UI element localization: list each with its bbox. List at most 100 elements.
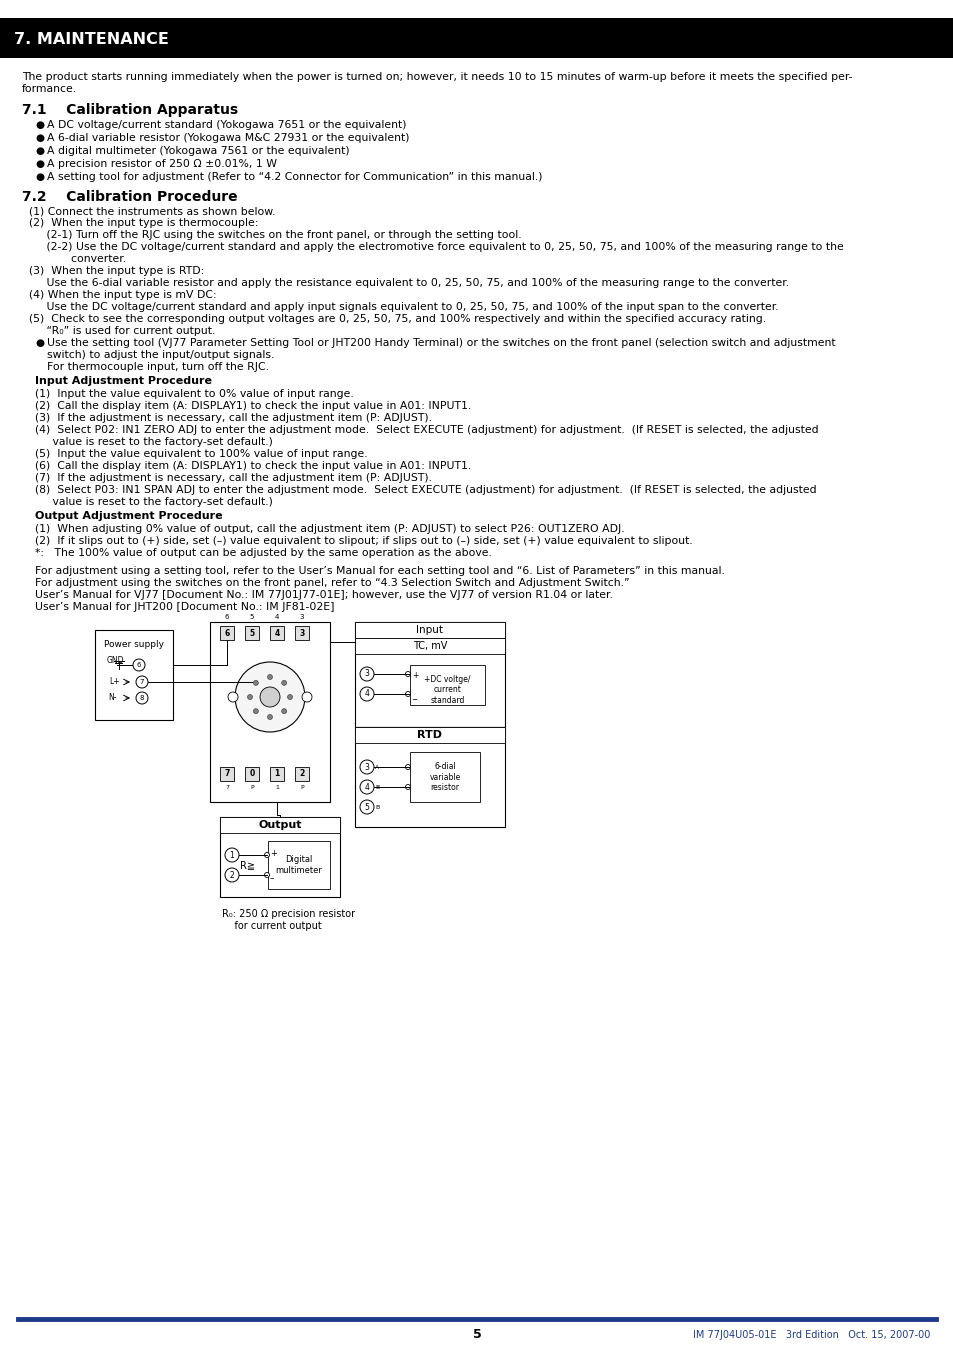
Text: (3)  When the input type is RTD:: (3) When the input type is RTD:: [22, 266, 204, 276]
Bar: [245, 626, 258, 640]
Text: value is reset to the factory-set default.): value is reset to the factory-set defaul…: [35, 497, 273, 507]
Text: A precision resistor of 250 Ω ±0.01%, 1 W: A precision resistor of 250 Ω ±0.01%, 1 …: [47, 159, 276, 169]
Text: Use the DC voltage/current standard and apply input signals equivalent to 0, 25,: Use the DC voltage/current standard and …: [22, 303, 778, 312]
Circle shape: [260, 688, 280, 707]
Text: R₀: 250 Ω precision resistor: R₀: 250 Ω precision resistor: [222, 909, 355, 919]
Text: (5)  Check to see the corresponding output voltages are 0, 25, 50, 75, and 100% : (5) Check to see the corresponding outpu…: [22, 313, 765, 324]
Text: N-: N-: [108, 693, 116, 703]
Text: (8)  Select P03: IN1 SPAN ADJ to enter the adjustment mode.  Select EXECUTE (adj: (8) Select P03: IN1 SPAN ADJ to enter th…: [35, 485, 816, 494]
Bar: [294, 767, 309, 781]
Text: 7: 7: [139, 680, 144, 685]
Circle shape: [359, 761, 374, 774]
Text: value is reset to the factory-set default.): value is reset to the factory-set defaul…: [35, 436, 273, 447]
Text: (7)  If the adjustment is necessary, call the adjustment item (P: ADJUST).: (7) If the adjustment is necessary, call…: [35, 473, 432, 484]
Bar: [410, 753, 479, 802]
Text: +: +: [412, 671, 418, 680]
Text: 2: 2: [230, 870, 234, 880]
Bar: [355, 621, 504, 638]
Text: ●: ●: [35, 172, 44, 182]
Text: –: –: [270, 874, 274, 884]
Text: (1) Connect the instruments as shown below.: (1) Connect the instruments as shown bel…: [22, 205, 275, 216]
Circle shape: [281, 681, 286, 685]
Text: Use the setting tool (VJ77 Parameter Setting Tool or JHT200 Handy Terminal) or t: Use the setting tool (VJ77 Parameter Set…: [47, 338, 835, 349]
Text: for current output: for current output: [222, 921, 321, 931]
Text: Power supply: Power supply: [104, 640, 164, 648]
Circle shape: [359, 667, 374, 681]
Circle shape: [247, 694, 253, 700]
Text: L+: L+: [109, 677, 119, 686]
Text: Output Adjustment Procedure: Output Adjustment Procedure: [35, 511, 222, 521]
Text: _: _: [412, 690, 416, 700]
Bar: [245, 767, 258, 781]
Circle shape: [405, 692, 410, 697]
Text: For adjustment using a setting tool, refer to the User’s Manual for each setting: For adjustment using a setting tool, ref…: [35, 566, 724, 576]
Bar: [410, 665, 484, 705]
Text: A digital multimeter (Yokogawa 7561 or the equivalent): A digital multimeter (Yokogawa 7561 or t…: [47, 146, 349, 155]
Text: 4: 4: [274, 628, 279, 638]
Bar: [355, 638, 504, 654]
Text: (4)  Select P02: IN1 ZERO ADJ to enter the adjustment mode.  Select EXECUTE (adj: (4) Select P02: IN1 ZERO ADJ to enter th…: [35, 426, 818, 435]
Circle shape: [287, 694, 293, 700]
Text: P: P: [250, 785, 253, 790]
Text: User’s Manual for JHT200 [Document No.: IM JF81-02E]: User’s Manual for JHT200 [Document No.: …: [35, 603, 335, 612]
Circle shape: [267, 715, 273, 720]
Text: 2: 2: [299, 770, 304, 778]
Text: (2)  If it slips out to (+) side, set (–) value equivalent to slipout; if slips : (2) If it slips out to (+) side, set (–)…: [35, 536, 692, 546]
Text: 5: 5: [250, 613, 253, 620]
Text: RTD: RTD: [417, 730, 442, 740]
Text: 6: 6: [225, 613, 229, 620]
Text: “R₀” is used for current output.: “R₀” is used for current output.: [22, 326, 215, 336]
Circle shape: [225, 848, 239, 862]
Circle shape: [405, 671, 410, 677]
Text: 5: 5: [472, 1328, 481, 1342]
Text: switch) to adjust the input/output signals.: switch) to adjust the input/output signa…: [47, 350, 274, 359]
Text: A: A: [375, 765, 379, 770]
Text: 1: 1: [274, 785, 278, 790]
Bar: [355, 727, 504, 827]
Text: 7: 7: [224, 770, 230, 778]
Text: 4: 4: [364, 782, 369, 792]
Circle shape: [281, 709, 286, 713]
Text: (2-2) Use the DC voltage/current standard and apply the electromotive force equi: (2-2) Use the DC voltage/current standar…: [22, 242, 842, 253]
Bar: [220, 626, 233, 640]
Text: (4) When the input type is mV DC:: (4) When the input type is mV DC:: [22, 290, 216, 300]
Text: ●: ●: [35, 132, 44, 143]
Circle shape: [132, 659, 145, 671]
Circle shape: [405, 785, 410, 789]
Circle shape: [267, 674, 273, 680]
Text: (5)  Input the value equivalent to 100% value of input range.: (5) Input the value equivalent to 100% v…: [35, 449, 367, 459]
Circle shape: [253, 681, 258, 685]
Bar: [220, 817, 339, 834]
Bar: [355, 727, 504, 743]
Bar: [270, 626, 284, 640]
Bar: [220, 817, 339, 897]
Text: ●: ●: [35, 120, 44, 130]
Text: 3: 3: [299, 628, 304, 638]
Circle shape: [359, 688, 374, 701]
Text: Input: Input: [416, 626, 443, 635]
Text: (3)  If the adjustment is necessary, call the adjustment item (P: ADJUST).: (3) If the adjustment is necessary, call…: [35, 413, 432, 423]
Text: +DC voltge/
current
standard: +DC voltge/ current standard: [424, 676, 470, 705]
Text: A DC voltage/current standard (Yokogawa 7651 or the equivalent): A DC voltage/current standard (Yokogawa …: [47, 120, 406, 130]
Text: 3: 3: [364, 762, 369, 771]
Text: 5: 5: [364, 802, 369, 812]
Text: 8: 8: [139, 694, 144, 701]
Text: (2)  When the input type is thermocouple:: (2) When the input type is thermocouple:: [22, 218, 258, 228]
Text: Use the 6-dial variable resistor and apply the resistance equivalent to 0, 25, 5: Use the 6-dial variable resistor and app…: [22, 278, 788, 288]
Bar: [270, 767, 284, 781]
Text: (2-1) Turn off the RJC using the switches on the front panel, or through the set: (2-1) Turn off the RJC using the switche…: [22, 230, 521, 240]
Text: A 6-dial variable resistor (Yokogawa M&C 27931 or the equivalent): A 6-dial variable resistor (Yokogawa M&C…: [47, 132, 409, 143]
Text: (1)  When adjusting 0% value of output, call the adjustment item (P: ADJUST) to : (1) When adjusting 0% value of output, c…: [35, 524, 624, 534]
Text: R≧: R≧: [240, 861, 255, 870]
Text: 6-dial
variable
resistor: 6-dial variable resistor: [429, 762, 460, 792]
Circle shape: [302, 692, 312, 703]
FancyBboxPatch shape: [0, 18, 953, 58]
Text: 4: 4: [274, 613, 279, 620]
Text: 7.2    Calibration Procedure: 7.2 Calibration Procedure: [22, 190, 237, 204]
Circle shape: [136, 676, 148, 688]
Text: B: B: [375, 805, 379, 811]
Text: 4: 4: [364, 689, 369, 698]
Text: ●: ●: [35, 146, 44, 155]
Text: 0: 0: [249, 770, 254, 778]
Text: Input Adjustment Procedure: Input Adjustment Procedure: [35, 376, 212, 386]
